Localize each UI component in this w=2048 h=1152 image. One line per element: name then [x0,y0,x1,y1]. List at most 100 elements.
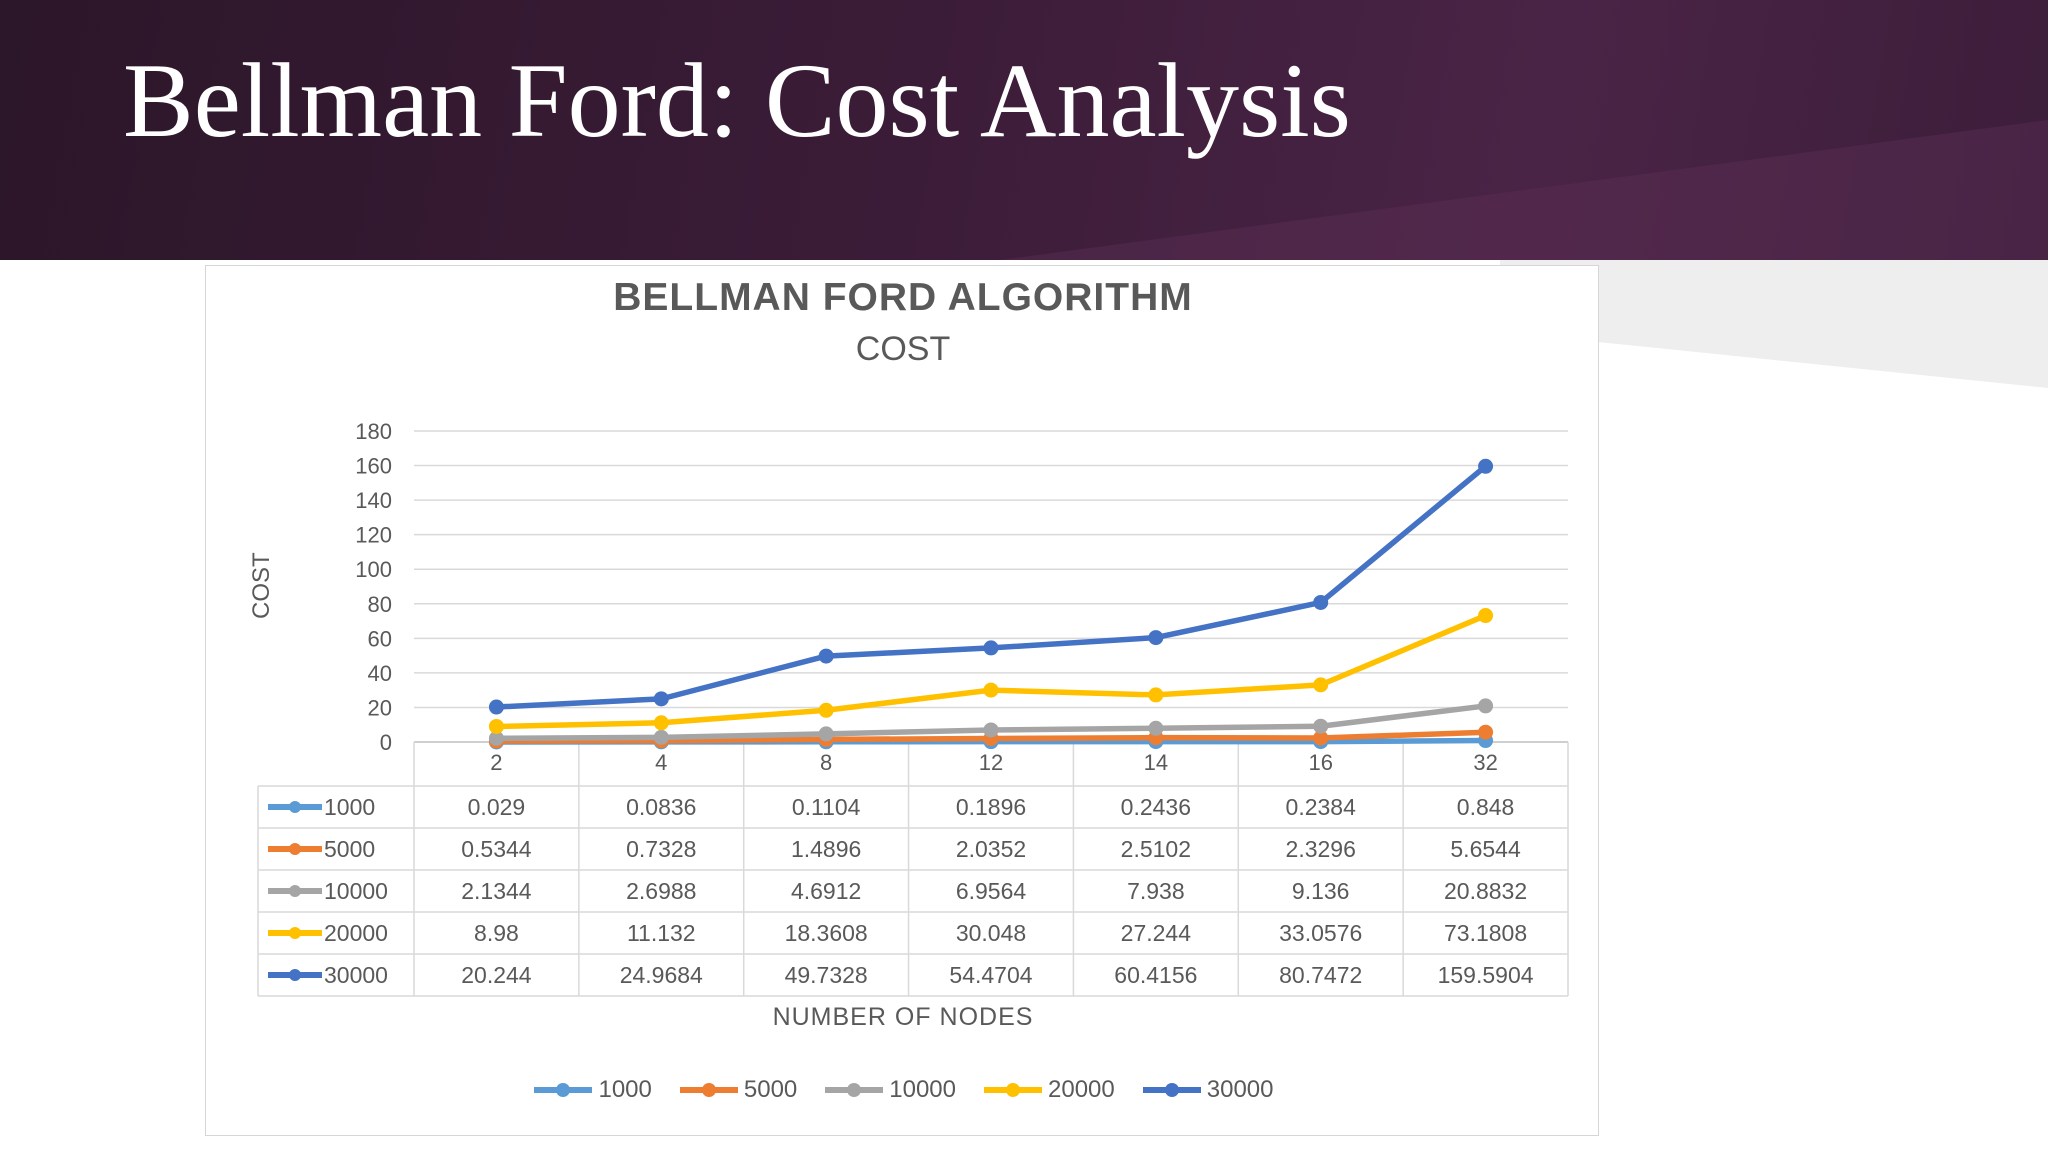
data-point-20000 [653,715,669,731]
data-point-5000 [1478,724,1494,740]
table-series-label: 1000 [324,794,375,820]
table-cell: 8.98 [474,920,519,946]
x-tick-label: 12 [979,750,1003,775]
table-cell: 73.1808 [1444,920,1527,946]
series-line-20000 [493,612,1489,730]
table-series-label: 20000 [324,920,388,946]
table-cell: 30.048 [956,920,1026,946]
table-legend-key-marker [289,969,301,981]
table-cell: 33.0576 [1279,920,1362,946]
x-tick-label: 32 [1473,750,1497,775]
table-cell: 2.3296 [1286,836,1356,862]
chart-subtitle: COST [855,330,951,368]
legend-item-1000: 1000 [532,1076,652,1104]
slide-title: Bellman Ford: Cost Analysis [123,42,1351,159]
chart-legend: 1000 5000 10000 20000 30000 [206,1076,1600,1104]
data-point-30000 [983,640,999,656]
legend-label: 30000 [1206,1076,1274,1103]
table-cell: 49.7328 [785,962,868,988]
table-cell: 6.9564 [956,878,1027,904]
table-cell: 1.4896 [791,836,861,862]
x-axis-label: NUMBER OF NODES [772,1003,1034,1031]
data-point-30000 [818,648,834,664]
y-tick-label: 180 [355,419,392,444]
table-cell: 5.6544 [1450,836,1521,862]
legend-item-30000: 30000 [1141,1076,1274,1104]
data-point-30000 [653,691,669,707]
table-cell: 80.7472 [1279,962,1362,988]
table-cell: 0.029 [468,794,526,820]
table-cell: 0.2436 [1121,794,1191,820]
legend-key [825,1083,884,1097]
x-tick-label: 8 [820,750,832,775]
data-point-20000 [488,718,504,734]
table-cell: 20.244 [461,962,532,988]
x-tick-label: 16 [1308,750,1332,775]
x-tick-label: 14 [1144,750,1168,775]
data-point-20000 [1313,677,1329,693]
y-tick-label: 140 [355,488,392,513]
table-cell: 0.5344 [461,836,532,862]
title-banner: Bellman Ford: Cost Analysis [0,0,2048,260]
y-tick-label: 60 [368,626,392,651]
table-cell: 0.848 [1457,794,1515,820]
table-cell: 2.6988 [626,878,696,904]
table-cell: 0.2384 [1286,794,1357,820]
table-cell: 0.7328 [626,836,696,862]
legend-item-5000: 5000 [678,1076,797,1104]
data-point-20000 [1148,687,1164,703]
table-cell: 20.8832 [1444,878,1527,904]
table-cell: 9.136 [1292,878,1350,904]
table-series-label: 30000 [324,962,388,988]
data-point-10000 [1313,718,1329,734]
data-point-10000 [488,730,504,746]
data-point-10000 [1148,720,1164,736]
data-point-20000 [1478,608,1494,624]
legend-key [984,1083,1043,1097]
y-tick-label: 20 [368,695,392,720]
x-tick-label: 2 [490,750,502,775]
table-legend-key-marker [289,843,301,855]
table-cell: 4.6912 [791,878,861,904]
table-cell: 18.3608 [785,920,868,946]
chart-title: BELLMAN FORD ALGORITHM [613,276,1193,319]
y-axis-label: COST [248,551,275,619]
data-point-20000 [818,702,834,718]
table-legend-key-marker [289,801,301,813]
legend-key [534,1083,593,1097]
data-point-10000 [1478,698,1494,714]
data-point-10000 [818,726,834,742]
table-cell: 0.0836 [626,794,696,820]
legend-label: 5000 [743,1076,798,1103]
table-cell: 2.1344 [461,878,532,904]
data-point-30000 [488,699,504,715]
table-legend-key-marker [289,885,301,897]
legend-label: 10000 [889,1076,957,1103]
data-point-10000 [653,729,669,745]
data-point-30000 [1313,594,1329,610]
table-cell: 0.1896 [956,794,1026,820]
banner-sheen [1000,120,2048,260]
table-cell: 159.5904 [1438,962,1534,988]
y-tick-label: 160 [355,454,392,479]
data-point-5000 [1313,730,1329,746]
table-cell: 0.1104 [792,794,861,820]
table-cell: 11.132 [627,920,696,946]
table-cell: 60.4156 [1114,962,1197,988]
data-point-10000 [983,722,999,738]
legend-key [1142,1083,1201,1097]
x-tick-label: 4 [655,750,667,775]
chart-frame: 0 20 40 60 80 100 120 140 160 180 2 4 8 12 14 16 32 1000 0… [205,265,1599,1136]
table-cell: 2.5102 [1121,836,1191,862]
legend-key [679,1083,738,1097]
table-cell: 24.9684 [620,962,703,988]
y-tick-label: 120 [355,523,392,548]
legend-label: 1000 [598,1076,652,1103]
table-cell: 7.938 [1127,878,1185,904]
series-line-30000 [493,463,1489,710]
legend-item-20000: 20000 [982,1076,1115,1104]
decorative-wedge [1500,260,2048,388]
y-tick-label: 40 [368,661,392,686]
